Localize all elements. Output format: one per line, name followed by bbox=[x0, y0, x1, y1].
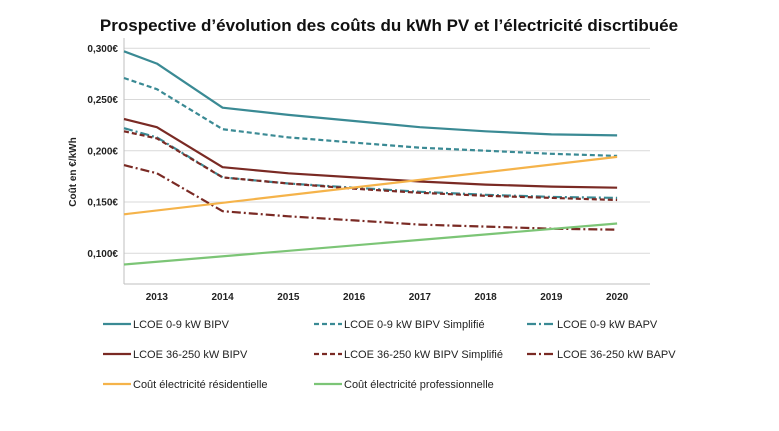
y-tick-label: 0,150€ bbox=[87, 198, 118, 209]
legend-label: LCOE 36-250 kW BAPV bbox=[557, 349, 676, 361]
x-tick-label: 2017 bbox=[409, 292, 432, 303]
x-tick-label: 2019 bbox=[540, 292, 563, 303]
x-tick-label: 2013 bbox=[146, 292, 169, 303]
legend-label: Coût électricité professionnelle bbox=[344, 379, 494, 391]
series-line bbox=[123, 130, 618, 202]
y-tick-label: 0,250€ bbox=[87, 95, 118, 106]
y-tick-label: 0,100€ bbox=[87, 249, 118, 260]
legend-label: LCOE 0-9 kW BIPV bbox=[133, 319, 230, 331]
x-tick-label: 2018 bbox=[475, 292, 498, 303]
chart-title: Prospective d’évolution des coûts du kWh… bbox=[100, 16, 678, 35]
series-line bbox=[123, 117, 618, 189]
series-line bbox=[123, 164, 618, 231]
series-line bbox=[123, 50, 618, 137]
x-tick-label: 2014 bbox=[212, 292, 235, 303]
legend-label: LCOE 36-250 kW BIPV Simplifié bbox=[344, 349, 503, 361]
axes: 0,100€ 0,150€ 0,200€ 0,250€ 0,300€ 2013 2014 20… bbox=[87, 38, 650, 303]
legend-label: LCOE 36-250 kW BIPV bbox=[133, 349, 248, 361]
x-tick-label: 2020 bbox=[606, 292, 629, 303]
legend-label: LCOE 0-9 kW BAPV bbox=[557, 319, 658, 331]
series-line bbox=[123, 222, 618, 266]
legend-label: LCOE 0-9 kW BIPV Simplifié bbox=[344, 319, 485, 331]
series-lines bbox=[123, 50, 618, 266]
x-tick-label: 2015 bbox=[277, 292, 300, 303]
y-tick-label: 0,200€ bbox=[87, 146, 118, 157]
series-line bbox=[123, 155, 618, 216]
legend-label: Coût électricité résidentielle bbox=[133, 379, 268, 391]
y-axis-label: Coût en €/kWh bbox=[68, 137, 79, 206]
y-tick-label: 0,300€ bbox=[87, 44, 118, 55]
legend: LCOE 0-9 kW BIPV LCOE 0-9 kW BIPV Simplif… bbox=[103, 319, 676, 391]
x-tick-label: 2016 bbox=[343, 292, 366, 303]
series-line bbox=[123, 76, 618, 157]
